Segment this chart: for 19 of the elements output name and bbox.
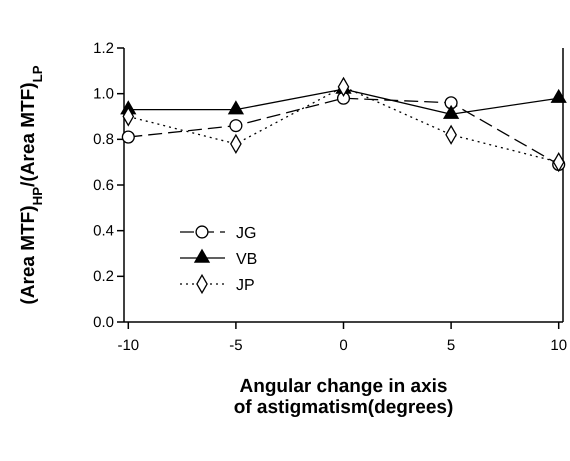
y-tick-label: 0.2: [93, 268, 114, 286]
y-tick-label: 0.6: [93, 176, 114, 194]
y-tick-label: 1.0: [93, 85, 114, 102]
y-tick-label: 0.0: [93, 314, 114, 331]
x-axis-title: Angular change in axis of astigmatism(degrees): [234, 376, 454, 418]
x-tick-label: -5: [229, 337, 243, 354]
y-tick-label: 1.2: [93, 40, 114, 57]
y-tick-label: 0.4: [93, 222, 114, 240]
x-tick-label: 0: [339, 337, 348, 354]
x-tick-label: 10: [550, 337, 568, 354]
point: [122, 130, 135, 144]
x-tick-label: -10: [117, 337, 140, 354]
legend-label: JP: [236, 277, 255, 294]
point: [444, 96, 458, 110]
legend-label: JG: [236, 225, 256, 242]
x-tick-label: 5: [446, 337, 456, 354]
point: [229, 119, 242, 132]
y-tick-label: 0.8: [93, 131, 114, 148]
legend-label: VB: [236, 251, 258, 268]
